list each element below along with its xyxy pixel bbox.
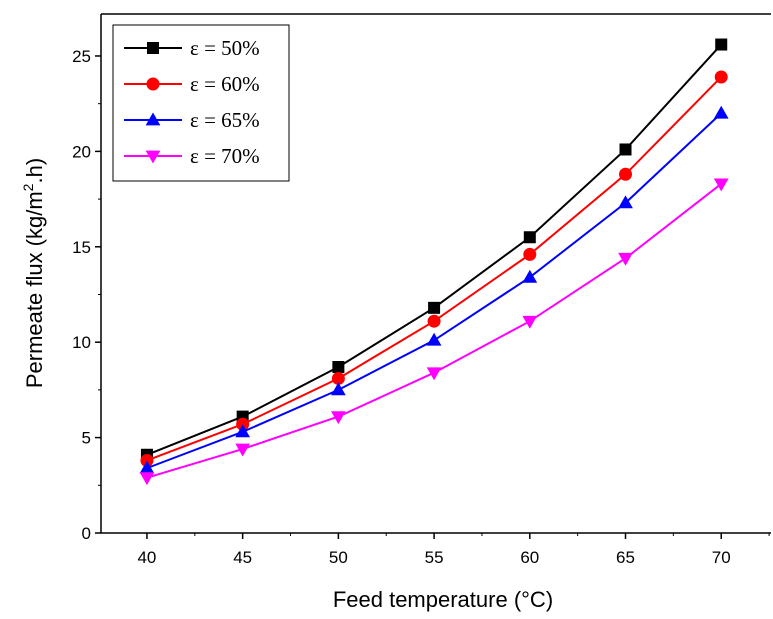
series-1 [140, 38, 728, 461]
legend-entry: ε = 60% [124, 72, 260, 96]
x-tick-label: 50 [329, 548, 348, 567]
legend-entry: ε = 50% [124, 36, 260, 60]
data-point [332, 360, 345, 373]
series-3 [139, 105, 729, 474]
data-point [618, 195, 633, 209]
legend-marker [147, 42, 159, 54]
data-point [715, 38, 728, 51]
legend-marker [146, 77, 160, 91]
x-tick-label: 55 [425, 548, 444, 567]
legend-entry: ε = 70% [124, 144, 260, 168]
legend: ε = 50% ε = 60% ε = 65% ε = 70% [112, 24, 290, 182]
y-tick-label: 15 [72, 238, 91, 257]
data-point [619, 167, 633, 181]
y-axis-ticks: 0 5 10 15 20 25 [72, 47, 101, 543]
x-tick-label: 70 [712, 548, 731, 567]
x-tick-label: 60 [520, 548, 539, 567]
data-point [426, 367, 442, 381]
x-tick-label: 45 [233, 548, 252, 567]
data-point [619, 143, 632, 156]
series-layer [139, 38, 729, 486]
data-point [522, 269, 538, 283]
data-point [426, 332, 442, 346]
series-line [146, 183, 722, 479]
y-axis-title-tail: .h) [22, 158, 47, 184]
y-tick-label: 20 [72, 142, 91, 161]
x-tick-label: 40 [137, 548, 156, 567]
data-point [713, 178, 729, 192]
data-point [427, 314, 441, 328]
data-point [714, 70, 728, 84]
y-axis-title: Permeate flux (kg/m2.h) [20, 158, 47, 388]
data-point [522, 315, 538, 329]
y-axis-title-main: Permeate flux (kg/m [22, 191, 47, 388]
y-tick-label: 5 [82, 429, 91, 448]
y-tick-label: 10 [72, 333, 91, 352]
data-point [331, 382, 346, 396]
y-axis-title-superscript: 2 [20, 183, 36, 191]
series-4 [139, 178, 729, 486]
data-point [428, 301, 441, 314]
legend-marker [145, 112, 161, 126]
legend-entries: ε = 50% ε = 60% ε = 65% ε = 70% [124, 36, 260, 168]
data-point [523, 247, 537, 261]
data-point [235, 424, 251, 438]
data-point [523, 231, 536, 244]
data-point [713, 105, 729, 119]
y-tick-label: 25 [72, 47, 91, 66]
legend-label: ε = 65% [190, 108, 260, 132]
legend-label: ε = 60% [190, 72, 260, 96]
x-axis-title: Feed temperature (°C) [333, 587, 553, 612]
data-point [139, 472, 155, 486]
data-point [331, 411, 346, 425]
legend-label: ε = 50% [190, 36, 260, 60]
data-point [235, 443, 251, 457]
y-tick-label: 0 [82, 524, 91, 543]
x-axis-ticks: 40 45 50 55 60 65 70 [137, 533, 770, 567]
x-tick-label: 65 [616, 548, 635, 567]
legend-marker [145, 150, 161, 164]
legend-entry: ε = 65% [124, 108, 260, 132]
legend-label: ε = 70% [190, 144, 260, 168]
data-point [618, 252, 633, 266]
